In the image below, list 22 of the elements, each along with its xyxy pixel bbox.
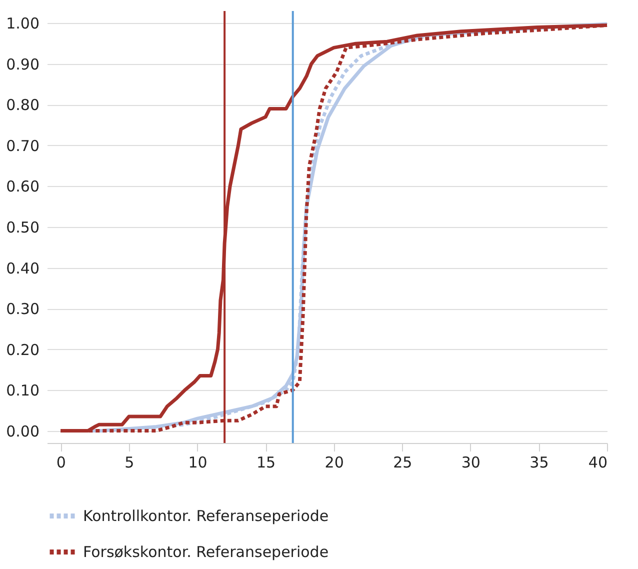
x-tick-label: 40 <box>588 454 608 472</box>
x-tick-label: 0 <box>56 454 66 472</box>
y-tick-label: 0.40 <box>6 259 40 278</box>
x-tick-label: 35 <box>530 454 549 472</box>
legend-label: Forsøkskontor. Referanseperiode <box>83 543 329 561</box>
y-tick-label: 0.10 <box>6 382 40 400</box>
y-tick-label: 0.60 <box>6 178 40 196</box>
legend-label: Kontrollkontor. Referanseperiode <box>83 507 329 525</box>
y-tick-label: 0.80 <box>6 96 40 114</box>
x-tick-label: 20 <box>324 454 344 472</box>
x-tick-label: 15 <box>256 454 276 472</box>
y-tick-label: 0.90 <box>6 55 40 74</box>
x-tick-label: 5 <box>124 454 134 472</box>
x-tick-label: 10 <box>188 454 208 472</box>
y-tick-label: 0.00 <box>6 422 40 440</box>
x-tick-label: 25 <box>393 454 412 472</box>
x-tick-label: 30 <box>461 454 480 472</box>
y-tick-label: 0.50 <box>6 218 40 236</box>
y-tick-label: 1.00 <box>6 14 40 33</box>
y-tick-label: 0.70 <box>6 136 40 155</box>
y-tick-label: 0.20 <box>6 340 40 359</box>
y-tick-label: 0.30 <box>6 300 40 318</box>
